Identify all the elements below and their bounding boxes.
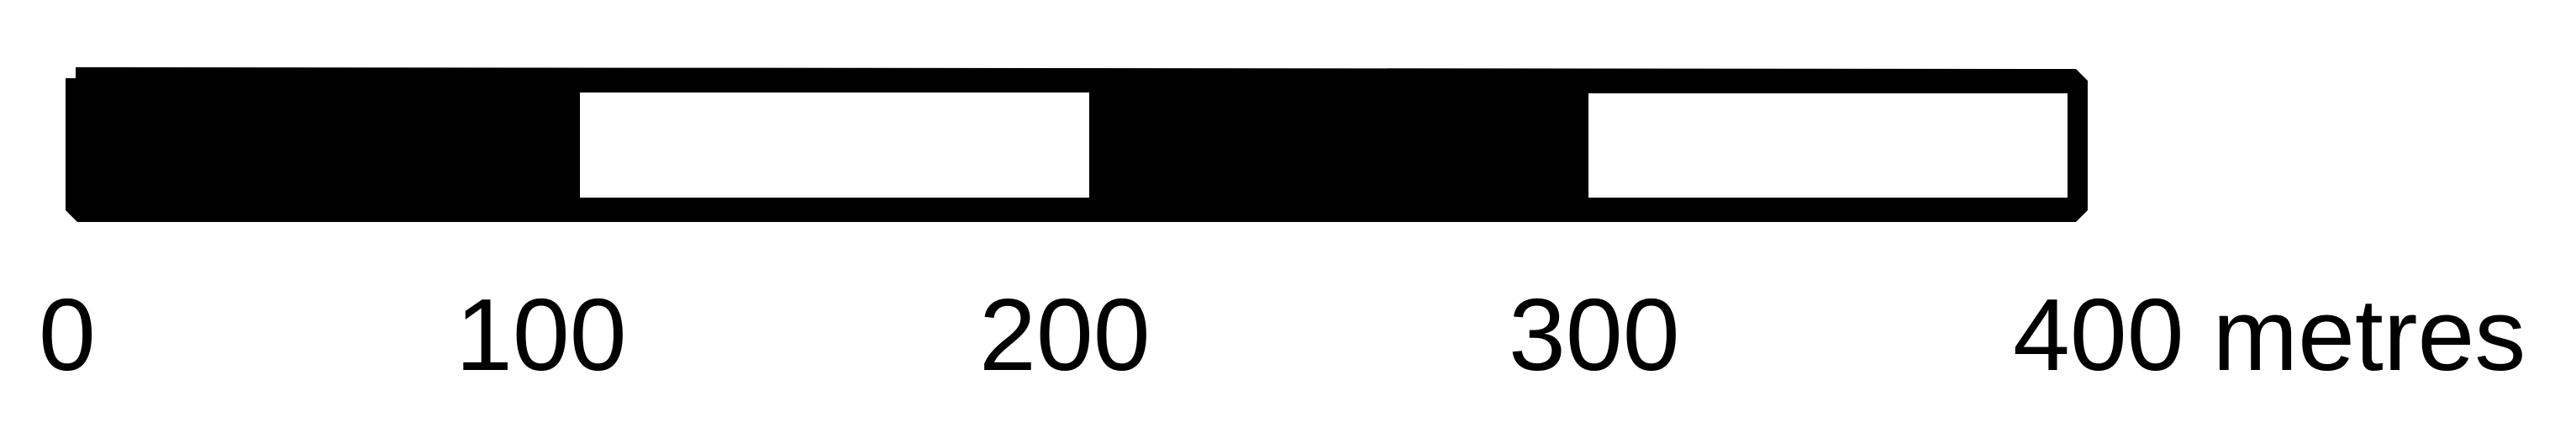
tick-label-100: 100 bbox=[456, 277, 627, 392]
scale-segment-300-400 bbox=[1588, 93, 2068, 198]
tick-label-200: 200 bbox=[979, 277, 1151, 392]
tick-label-400-unit: 400 metres bbox=[2013, 277, 2526, 392]
scale-segment-100-200 bbox=[580, 92, 1089, 198]
tick-label-300: 300 bbox=[1509, 277, 1680, 392]
tick-label-0: 0 bbox=[39, 277, 96, 392]
